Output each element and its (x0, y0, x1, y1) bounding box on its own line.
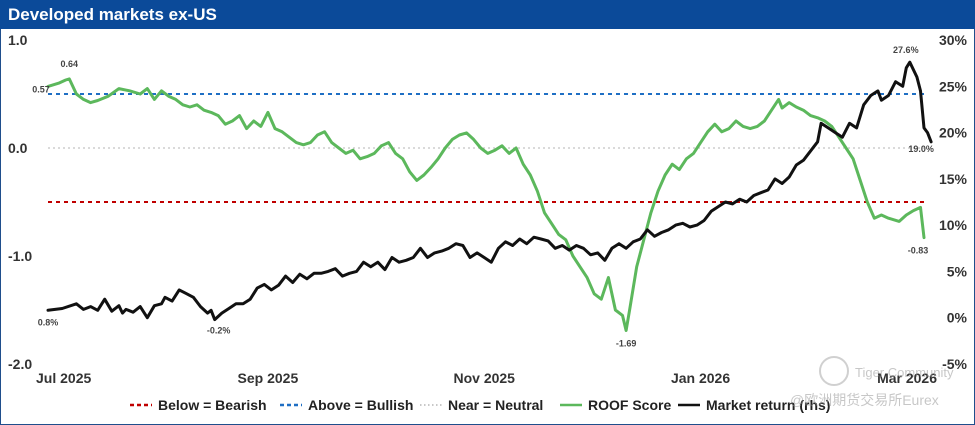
legend-label: Below = Bearish (158, 397, 267, 413)
data-label: 0.8% (38, 317, 59, 327)
x-tick-label: Sep 2025 (238, 370, 299, 386)
y-left-tick-label: -2.0 (8, 356, 32, 372)
series-line-0 (46, 77, 926, 332)
watermark-text: @欧洲期货交易所Eurex (790, 392, 939, 408)
y-right-tick-label: 0% (947, 310, 968, 326)
data-label: 19.0% (908, 144, 934, 154)
y-left-tick-label: 0.0 (8, 140, 28, 156)
data-label: 0.57 (32, 84, 50, 94)
y-right-tick-label: 25% (939, 78, 968, 94)
y-right-tick-label: 5% (947, 263, 968, 279)
data-label: 27.6% (893, 45, 919, 55)
chart-title: Developed markets ex-US (8, 5, 217, 24)
x-tick-label: Jan 2026 (671, 370, 730, 386)
x-tick-label: Nov 2025 (453, 370, 515, 386)
legend-label: Near = Neutral (448, 397, 543, 413)
data-label: 0.64 (61, 59, 79, 69)
series-line-1 (46, 60, 933, 322)
watermark-logo-icon (819, 356, 849, 386)
y-right-tick-label: 30% (939, 32, 968, 48)
legend-label: Market return (rhs) (706, 397, 830, 413)
legend-label: ROOF Score (588, 397, 671, 413)
data-label: -0.2% (207, 326, 231, 336)
watermark-text: Tiger Community (855, 365, 954, 380)
x-tick-label: Jul 2025 (36, 370, 91, 386)
y-right-tick-label: 15% (939, 171, 968, 187)
y-right-tick-label: -5% (942, 356, 967, 372)
y-right-tick-label: 10% (939, 217, 968, 233)
y-left-tick-label: 1.0 (8, 32, 28, 48)
legend-label: Above = Bullish (308, 397, 413, 413)
x-tick-label: Mar 2026 (877, 370, 937, 386)
y-left-tick-label: -1.0 (8, 248, 32, 264)
data-label: -1.69 (616, 339, 637, 349)
data-label: -0.83 (908, 246, 929, 256)
y-right-tick-label: 20% (939, 125, 968, 141)
title-bar: Developed markets ex-US (0, 0, 975, 29)
